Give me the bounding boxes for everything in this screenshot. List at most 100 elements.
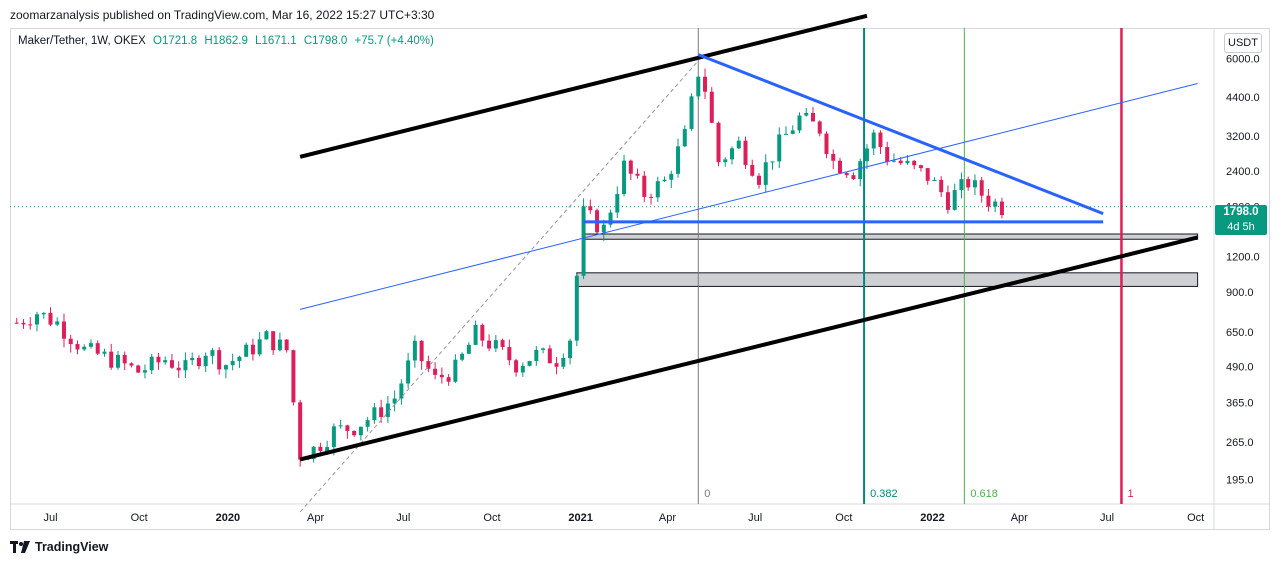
candle-body xyxy=(345,425,350,431)
candle-body xyxy=(55,321,60,325)
candle-body xyxy=(210,350,215,356)
fib-level-label: 0.618 xyxy=(970,488,998,500)
candle-body xyxy=(203,355,208,367)
y-tick-label: 195.0 xyxy=(1226,475,1254,487)
candle-body xyxy=(88,343,93,347)
candle-body xyxy=(217,350,222,370)
candle-body xyxy=(75,344,80,350)
candle-body xyxy=(777,134,782,162)
x-tick-label: 2020 xyxy=(216,512,240,524)
x-tick-label: Jul xyxy=(1100,512,1114,524)
dashed-trend-line[interactable] xyxy=(299,60,699,513)
supply-demand-zone[interactable] xyxy=(583,233,1199,240)
candle-body xyxy=(487,340,492,349)
candle-body xyxy=(635,173,640,176)
candle-body xyxy=(507,346,512,361)
candle-body xyxy=(453,359,458,382)
candle-body xyxy=(14,322,19,324)
candle-body xyxy=(372,407,377,421)
candle-body xyxy=(534,349,539,362)
candle-body xyxy=(790,130,795,134)
candle-body xyxy=(574,275,579,341)
candle-body xyxy=(736,140,741,149)
candle-body xyxy=(230,360,235,366)
candle-body xyxy=(810,112,815,122)
candle-body xyxy=(891,160,896,162)
symbol-legend: Maker/Tether, 1W, OKEX O1721.8 H1862.9 L… xyxy=(18,35,438,47)
candle-body xyxy=(804,112,809,116)
legend-close: C1798.0 xyxy=(303,35,348,47)
candle-body xyxy=(615,194,620,213)
candle-body xyxy=(783,133,788,135)
candle-body xyxy=(898,160,903,164)
x-tick-label: Apr xyxy=(307,512,324,524)
candle-body xyxy=(588,206,593,211)
candle-body xyxy=(730,148,735,160)
currency-button[interactable]: USDT xyxy=(1224,33,1262,53)
legend-low: L1671.1 xyxy=(255,35,297,47)
candle-body xyxy=(379,407,384,417)
candle-body xyxy=(149,356,154,371)
candle-body xyxy=(244,344,249,357)
candle-body xyxy=(750,164,755,176)
candle-body xyxy=(311,446,316,460)
candle-body xyxy=(932,179,937,181)
candle-body xyxy=(878,132,883,148)
candle-body xyxy=(41,312,46,315)
candle-body xyxy=(142,370,147,373)
candle-body xyxy=(912,160,917,166)
supply-demand-zone[interactable] xyxy=(576,272,1199,287)
candle-body xyxy=(568,340,573,358)
y-tick-label: 2400.0 xyxy=(1226,166,1260,178)
candle-body xyxy=(277,339,282,351)
candle-body xyxy=(291,350,296,403)
tradingview-icon xyxy=(10,541,30,553)
candle-body xyxy=(885,147,890,162)
candle-body xyxy=(952,190,957,210)
y-tick-label: 365.0 xyxy=(1226,398,1254,410)
candle-body xyxy=(817,121,822,134)
candle-body xyxy=(237,356,242,361)
candle-body xyxy=(763,162,768,185)
candle-body xyxy=(190,357,195,361)
candle-body xyxy=(136,365,141,373)
candle-body xyxy=(709,91,714,123)
candle-body xyxy=(21,322,26,325)
candle-body xyxy=(439,374,444,378)
candle-body xyxy=(999,201,1004,216)
channel-upper-line[interactable] xyxy=(299,13,868,159)
triangle-resistance-line[interactable] xyxy=(697,53,1104,216)
x-tick-label: Jul xyxy=(396,512,410,524)
candle-body xyxy=(797,115,802,131)
candle-body xyxy=(129,363,134,366)
candle-body xyxy=(622,160,627,195)
candle-body xyxy=(703,76,708,92)
candle-body xyxy=(82,346,87,350)
candle-body xyxy=(331,426,336,448)
candle-body xyxy=(918,165,923,169)
candle-body xyxy=(183,360,188,371)
candle-body xyxy=(541,348,546,350)
candle-body xyxy=(102,351,107,354)
candle-body xyxy=(743,140,748,165)
candle-body xyxy=(547,348,552,364)
candle-body xyxy=(696,76,701,97)
x-tick-label: Apr xyxy=(1011,512,1028,524)
candle-body xyxy=(358,426,363,436)
candle-body xyxy=(122,354,127,364)
tradingview-logo[interactable]: TradingView xyxy=(10,540,108,554)
fib-level-label: 1 xyxy=(1127,488,1133,500)
x-tick-label: Oct xyxy=(1187,512,1204,524)
candle-body xyxy=(109,351,114,368)
candle-body xyxy=(446,377,451,382)
candle-body xyxy=(61,321,66,339)
candle-body xyxy=(250,344,255,355)
candle-body xyxy=(655,181,660,198)
candle-body xyxy=(676,146,681,174)
tradingview-label: TradingView xyxy=(35,540,109,554)
candle-body xyxy=(649,196,654,198)
last-price-tag: 1798.0 4d 5h xyxy=(1215,205,1267,235)
channel-lower-line[interactable] xyxy=(299,235,1199,462)
diagonal-trend-line[interactable] xyxy=(300,83,1198,310)
